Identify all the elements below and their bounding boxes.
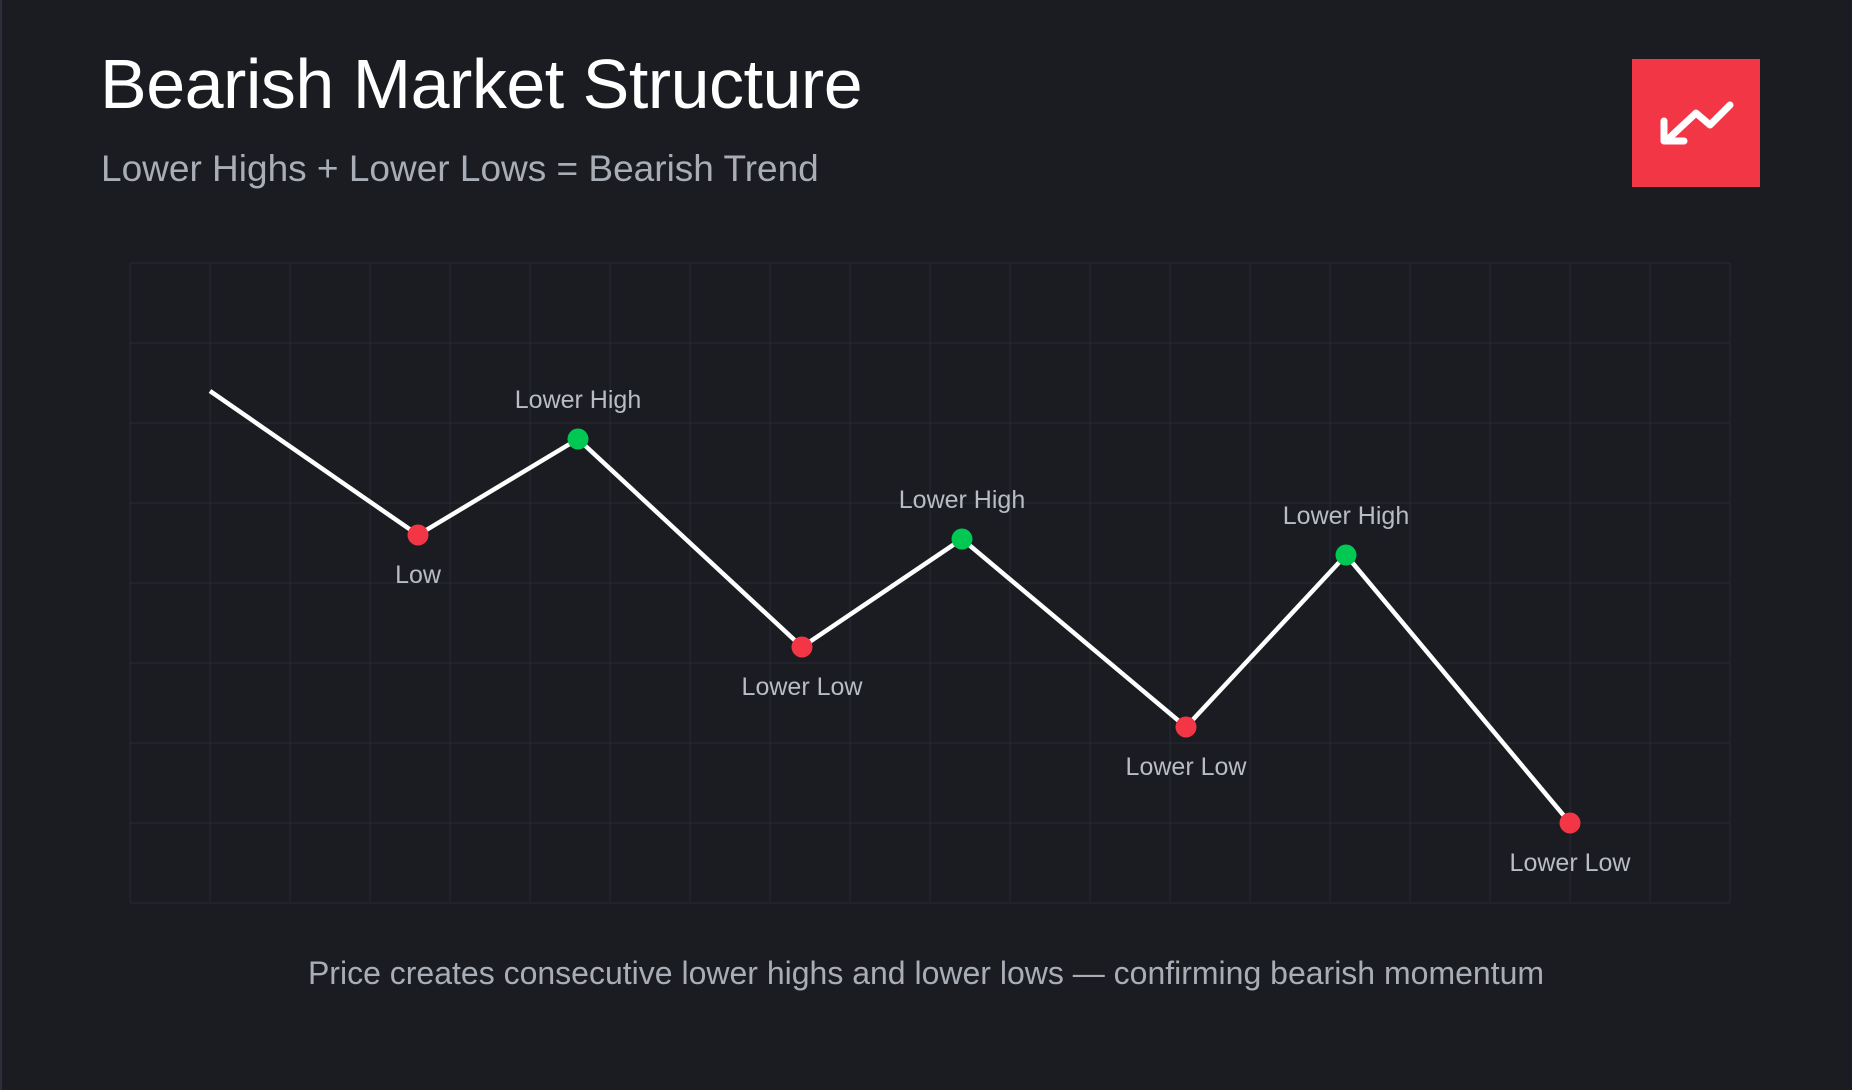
swing-high-label-4: Lower High <box>899 486 1025 514</box>
trending-down-icon <box>1660 101 1734 145</box>
swing-low-marker-7 <box>1559 812 1581 834</box>
swing-high-marker-2 <box>567 428 589 450</box>
swing-markers <box>407 428 1581 834</box>
swing-low-marker-3 <box>791 636 813 658</box>
swing-low-label-3: Lower Low <box>742 673 864 701</box>
chart-grid <box>129 262 1731 904</box>
swing-low-marker-5 <box>1175 716 1197 738</box>
swing-low-marker-1 <box>407 524 429 546</box>
swing-high-label-6: Lower High <box>1283 502 1409 530</box>
swing-high-marker-6 <box>1335 544 1357 566</box>
price-line <box>208 389 1572 825</box>
swing-high-marker-4 <box>951 528 973 550</box>
swing-labels: Low Lower High Lower Low Lower High Lower Lo… <box>395 386 1631 877</box>
trend-badge <box>1632 59 1760 187</box>
chart-subtitle: Lower Highs + Lower Lows = Bearish Trend <box>101 148 819 189</box>
swing-low-label-1: Low <box>395 561 442 589</box>
price-series <box>208 389 1572 825</box>
window-left-border <box>0 0 2 1090</box>
swing-low-label-5: Lower Low <box>1126 753 1248 781</box>
chart-title: Bearish Market Structure <box>100 45 863 123</box>
swing-high-label-2: Lower High <box>515 386 641 414</box>
swing-low-label-7: Lower Low <box>1510 849 1632 877</box>
chart-caption: Price creates consecutive lower highs an… <box>307 955 1545 991</box>
